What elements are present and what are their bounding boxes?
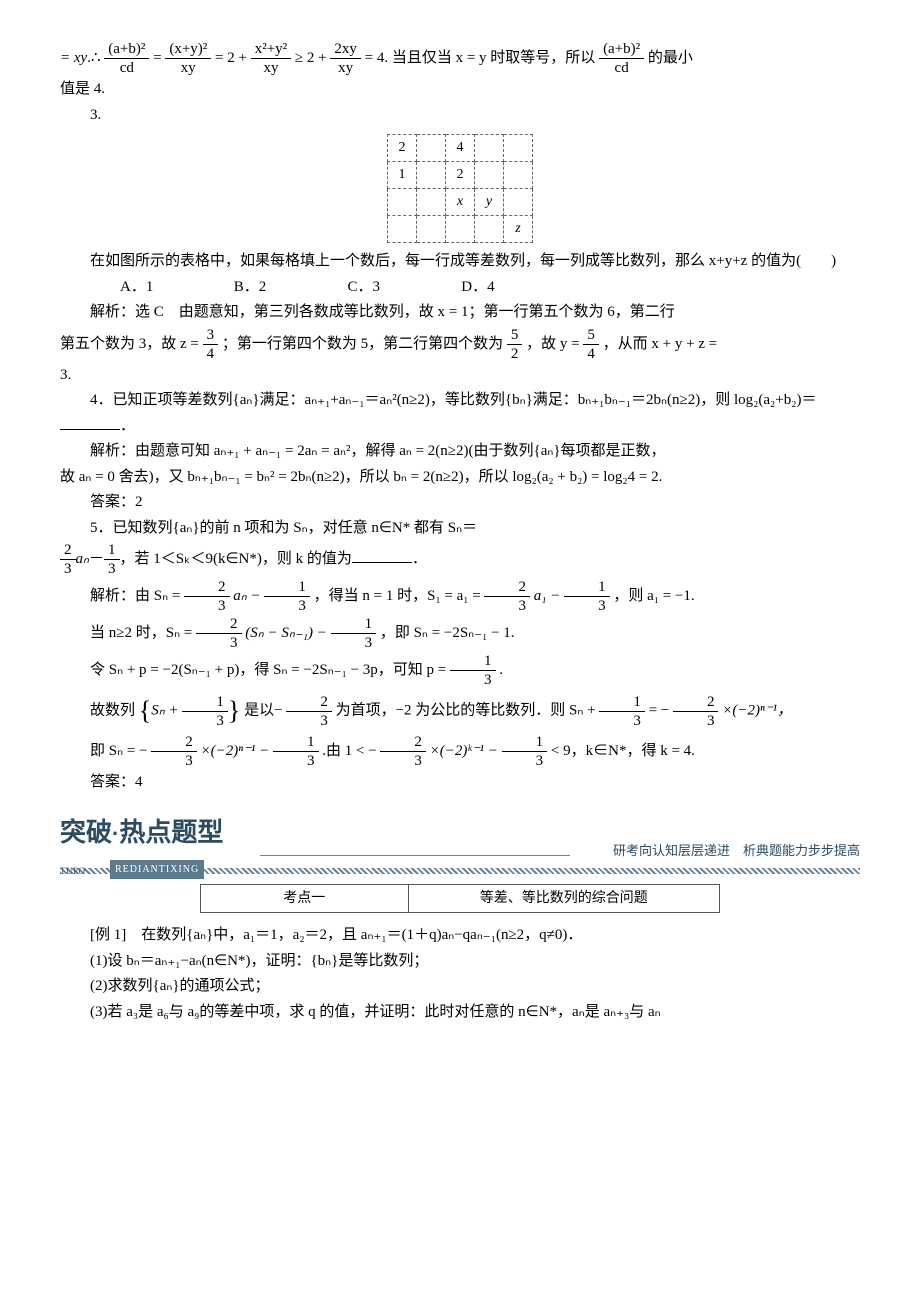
section-banner: 突破·热点题型 研考向认知层层递进 析典题能力步步提高 TUPO REDIANT… — [60, 820, 860, 874]
tail-text-1: 当且仅当 x = y 时取等号，所以 — [392, 50, 595, 66]
q4-stem: 4．已知正项等差数列{aₙ}满足：aₙ₊₁+aₙ₋₁＝aₙ²(n≥2)，等比数列… — [60, 388, 860, 439]
table-row: 2 4 — [388, 135, 533, 162]
cell: 1 — [388, 162, 417, 189]
cell: y — [475, 189, 504, 216]
frac-xy2-xy: (x+y)²xy — [165, 40, 211, 77]
dot-therefore: .∴ — [87, 50, 100, 66]
q5-answer: 答案：4 — [60, 770, 860, 796]
banner-right-text: 研考向认知层层递进 析典题能力步步提高 — [613, 840, 860, 862]
q4-sol-line2: 故 aₙ = 0 舍去)，又 bₙ₊₁bₙ₋₁ = bₙ² = 2bₙ(n≥2)… — [60, 465, 860, 491]
frac-ab2-cd: (a+b)²cd — [104, 40, 149, 77]
frac-2xy-xy: 2xyxy — [330, 40, 361, 77]
opt-b: B．2 — [204, 275, 314, 301]
topic-table: 考点一 等差、等比数列的综合问题 — [200, 884, 720, 914]
topic-left: 考点一 — [201, 884, 409, 913]
q3-sol-line3: 3. — [60, 363, 860, 389]
brace-left: { — [139, 696, 151, 725]
cell — [504, 135, 533, 162]
q4-sol-line1: 解析：由题意可知 aₙ₊₁ + aₙ₋₁ = 2aₙ = aₙ²，解得 aₙ =… — [60, 439, 860, 465]
q5-sol-line2: 当 n≥2 时，Sₙ = 23 (Sₙ − Sₙ₋₁) − 13 ，即 Sₙ =… — [60, 615, 860, 652]
q5-stem-line2: 23aₙ－13，若 1＜Sₖ＜9(k∈N*)，则 k 的值为． — [60, 541, 860, 578]
cell — [388, 216, 417, 243]
q5-stem-line1: 5．已知数列{aₙ}的前 n 项和为 Sₙ，对任意 n∈N* 都有 Sₙ＝ — [60, 516, 860, 542]
banner-sub-box: REDIANTIXING — [110, 860, 204, 879]
table-row: x y — [388, 189, 533, 216]
tail-text-2: 的最小 — [648, 50, 693, 66]
brace-right: } — [228, 696, 240, 725]
cell — [417, 135, 446, 162]
ex1-part1: (1)设 bₙ＝aₙ₊₁−aₙ(n∈N*)，证明：{bₙ}是等比数列； — [60, 949, 860, 975]
cell: 2 — [446, 162, 475, 189]
q4-answer: 答案：2 — [60, 490, 860, 516]
opt-c: C．3 — [318, 275, 428, 301]
divider-icon — [260, 855, 571, 856]
blank-field — [352, 547, 412, 563]
cell — [504, 162, 533, 189]
table-row: z — [388, 216, 533, 243]
cell — [446, 216, 475, 243]
cell: 4 — [446, 135, 475, 162]
frac-ab2-cd-2: (a+b)²cd — [599, 40, 644, 77]
ex1-head: [例 1] 在数列{aₙ}中，a₁＝1，a₂＝2，且 aₙ₊₁＝(1＋q)aₙ−… — [60, 923, 860, 949]
q3-options: A．1 B．2 C．3 D．4 — [60, 275, 860, 301]
cell — [504, 189, 533, 216]
para-1: = xy.∴ (a+b)²cd = (x+y)²xy = 2 + x²+y²xy… — [60, 40, 860, 77]
cell: x — [446, 189, 475, 216]
grid-table: 2 4 1 2 x y z — [387, 134, 533, 243]
frac-x2y2-xy: x²+y²xy — [251, 40, 291, 77]
table-row: 1 2 — [388, 162, 533, 189]
q5-sol-line5: 即 Sₙ = − 23 ×(−2)ⁿ⁻¹ − 13 .由 1 < − 23 ×(… — [60, 733, 860, 770]
q3-sol-line1: 解析：选 C 由题意知，第三列各数成等比数列，故 x = 1；第一行第五个数为 … — [60, 300, 860, 326]
opt-a: A．1 — [90, 275, 200, 301]
cell — [475, 216, 504, 243]
banner-pinyin: TUPO — [60, 864, 86, 879]
cell — [417, 216, 446, 243]
cell — [417, 189, 446, 216]
opt-d: D．4 — [431, 275, 541, 301]
page: = xy.∴ (a+b)²cd = (x+y)²xy = 2 + x²+y²xy… — [0, 0, 920, 1065]
cell — [388, 189, 417, 216]
q3-label: 3. — [60, 103, 860, 129]
xy: xy — [74, 50, 87, 66]
ex1-part2: (2)求数列{aₙ}的通项公式； — [60, 974, 860, 1000]
q5-sol-line4: 故数列 {Sₙ + 13} 是以− 23 为首项，−2 为公比的等比数列．则 S… — [60, 689, 860, 733]
q3-sol-line2: 第五个数为 3，故 z = 34 ；第一行第四个数为 5，第二行第四个数为 52… — [60, 326, 860, 363]
para-1b: 值是 4. — [60, 77, 860, 103]
frac-2-3: 23 — [60, 541, 76, 578]
q3-text: 在如图所示的表格中，如果每格填上一个数后，每一行成等差数列，每一列成等比数列，那… — [60, 249, 860, 275]
frac-5-2: 52 — [507, 326, 523, 363]
ex1-part3: (3)若 a₃是 a₆与 a₉的等差中项，求 q 的值，并证明：此时对任意的 n… — [60, 1000, 860, 1026]
q5-sol-line1: 解析：由 Sₙ = 23 aₙ − 13 ，得当 n = 1 时，S₁ = a₁… — [60, 578, 860, 615]
banner-title: 突破·热点题型 — [60, 810, 223, 854]
cell — [475, 135, 504, 162]
cell: 2 — [388, 135, 417, 162]
cell: z — [504, 216, 533, 243]
frac-1-3: 13 — [104, 541, 120, 578]
blank-field — [60, 414, 120, 430]
frac-3-4: 34 — [203, 326, 219, 363]
topic-right: 等差、等比数列的综合问题 — [408, 884, 719, 913]
q5-sol-line3: 令 Sₙ + p = −2(Sₙ₋₁ + p)，得 Sₙ = −2Sₙ₋₁ − … — [60, 652, 860, 689]
cell — [475, 162, 504, 189]
cell — [417, 162, 446, 189]
eq-lead: = — [60, 50, 74, 66]
frac-5-4: 54 — [583, 326, 599, 363]
